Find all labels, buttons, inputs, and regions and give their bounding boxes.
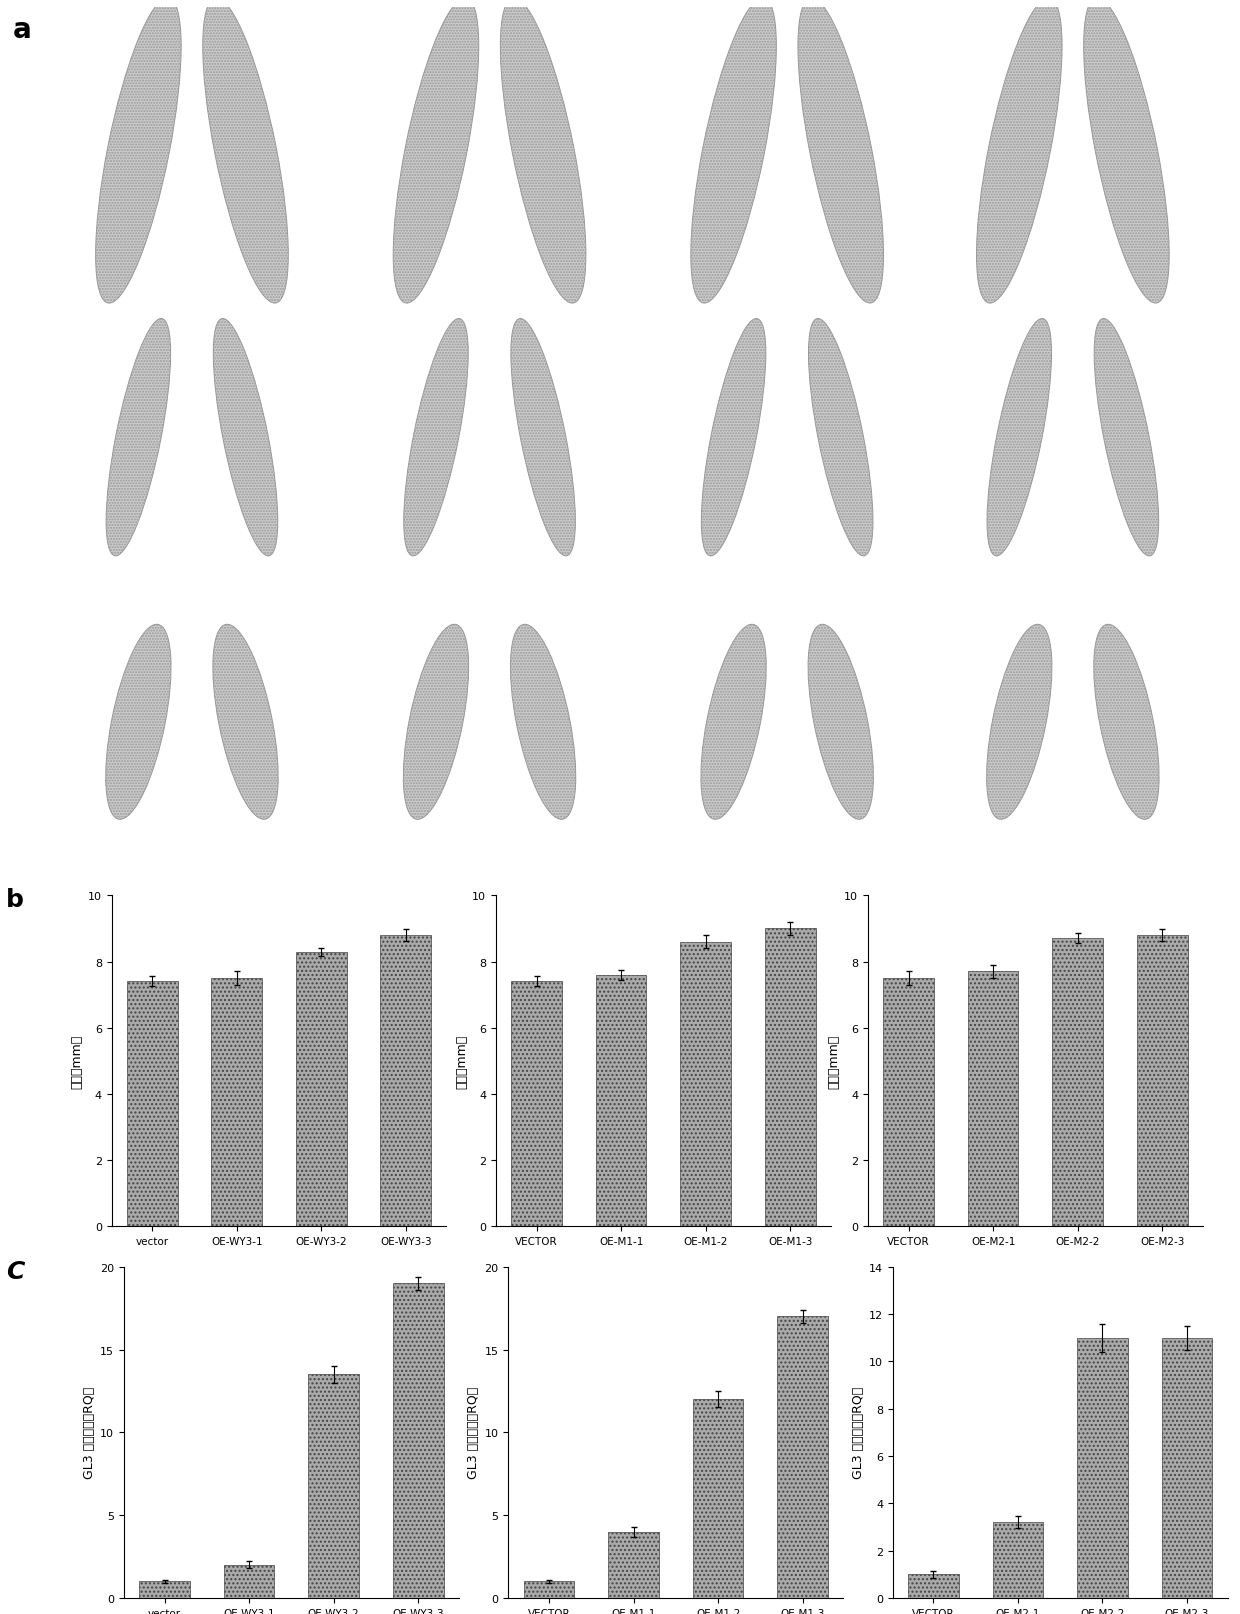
Ellipse shape [1094,625,1159,820]
Bar [1078,1338,1128,1598]
Bar [393,1283,444,1598]
Ellipse shape [701,625,766,820]
Bar [608,1532,658,1598]
Text: a: a [12,16,31,44]
Bar [126,981,177,1227]
Ellipse shape [1084,0,1169,303]
Bar [992,1522,1043,1598]
Ellipse shape [107,320,171,557]
Ellipse shape [511,320,575,557]
Bar [967,972,1018,1227]
Ellipse shape [105,625,171,820]
Bar [139,1582,190,1598]
Y-axis label: GL3 表达水平（RQ）: GL3 表达水平（RQ） [852,1386,864,1478]
Bar [223,1566,274,1598]
Bar [1137,936,1188,1227]
Y-axis label: 粒长（mm）: 粒长（mm） [455,1035,469,1088]
Ellipse shape [808,625,873,820]
Bar [511,981,562,1227]
Ellipse shape [95,0,181,303]
Text: vector: vector [170,546,215,560]
Y-axis label: 粒长（mm）: 粒长（mm） [71,1035,84,1088]
Bar [595,975,646,1227]
Ellipse shape [987,625,1052,820]
Ellipse shape [511,625,575,820]
Bar [211,978,262,1227]
Bar [381,936,432,1227]
Ellipse shape [203,0,288,303]
Y-axis label: 粒长（mm）: 粒长（mm） [827,1035,841,1088]
Ellipse shape [213,320,278,557]
Text: VECTOR: VECTOR [160,828,223,843]
Ellipse shape [702,320,766,557]
Ellipse shape [977,0,1061,303]
Bar [883,978,934,1227]
Ellipse shape [987,320,1052,557]
Bar [777,1317,828,1598]
Ellipse shape [393,0,479,303]
Ellipse shape [799,0,883,303]
Bar [681,943,732,1227]
Text: vector: vector [160,255,224,273]
Ellipse shape [1094,320,1158,557]
Ellipse shape [213,625,278,820]
Text: C: C [6,1259,25,1283]
Text: OE-M2-2: OE-M2-2 [758,828,817,843]
Ellipse shape [691,0,776,303]
Ellipse shape [404,320,469,557]
Text: b: b [6,888,24,912]
Bar [1162,1338,1213,1598]
Ellipse shape [808,320,873,557]
Text: OE-M1-3: OE-M1-3 [1043,546,1102,560]
Bar [523,1582,574,1598]
Y-axis label: GL3 表达水平（RQ）: GL3 表达水平（RQ） [467,1386,480,1478]
Text: OE-M1-1: OE-M1-1 [460,546,520,560]
Text: OE-M2-3: OE-M2-3 [1043,828,1102,843]
Bar [296,952,347,1227]
Text: OE-WY3-3: OE-WY3-3 [1039,260,1107,273]
Bar [908,1574,959,1598]
Y-axis label: GL3 表达水平（RQ）: GL3 表达水平（RQ） [83,1386,95,1478]
Ellipse shape [403,625,469,820]
Bar [765,928,816,1227]
Bar [693,1399,744,1598]
Ellipse shape [501,0,585,303]
Text: OE-M2-1: OE-M2-1 [460,828,520,843]
Text: OE-M1-2: OE-M1-2 [758,546,817,560]
Text: OE-WY3-2: OE-WY3-2 [753,260,821,273]
Text: OE-WY3-1: OE-WY3-1 [455,260,523,273]
Bar [1053,939,1104,1227]
Bar [309,1375,360,1598]
